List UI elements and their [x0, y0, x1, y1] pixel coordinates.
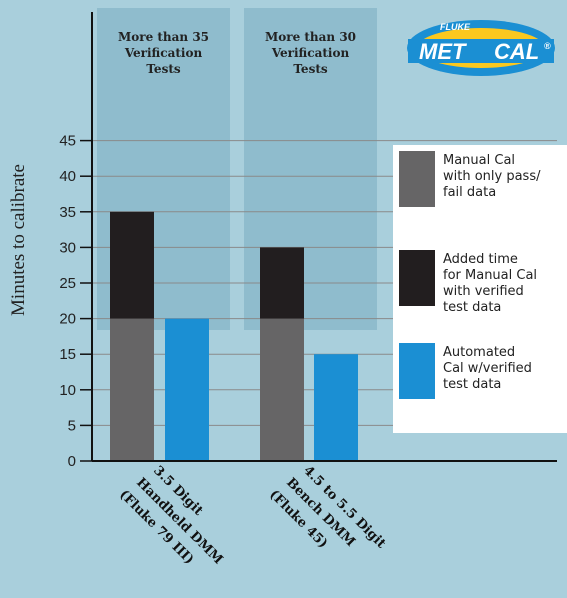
group-header-line: Verification — [271, 46, 350, 60]
group-header-line: Tests — [293, 62, 327, 76]
legend-swatch-automated — [399, 343, 435, 399]
legend-label-line: Cal w/verified — [443, 361, 532, 376]
legend-label-line: Manual Cal — [443, 153, 515, 168]
legend-label-line: with only pass/ — [443, 169, 541, 184]
y-tick-label: 35 — [59, 204, 76, 221]
logo-cal-text: CAL — [494, 39, 539, 64]
y-tick-label: 15 — [59, 346, 76, 363]
legend-label-line: with verified — [443, 284, 524, 299]
y-tick-label: 45 — [59, 133, 76, 150]
group-header-line: More than 35 — [118, 30, 209, 44]
y-tick-label: 0 — [68, 453, 76, 470]
legend-label-line: fail data — [443, 185, 496, 200]
bar-automated — [314, 354, 358, 461]
legend-label-line: test data — [443, 300, 501, 315]
legend-label-line: for Manual Cal — [443, 268, 537, 283]
bar-automated — [165, 319, 209, 461]
y-tick-label: 20 — [59, 311, 76, 328]
legend-swatch-added_verified — [399, 250, 435, 306]
y-tick-label: 30 — [59, 239, 76, 256]
legend-swatch-manual_pass_fail — [399, 151, 435, 207]
y-tick-label: 25 — [59, 275, 76, 292]
logo-met-text: MET — [419, 39, 467, 64]
bar-manual-pass-fail — [110, 319, 154, 461]
fluke-metcal-logo: FLUKE MET CAL ® — [407, 20, 555, 76]
y-tick-label: 40 — [59, 168, 76, 185]
y-tick-label: 5 — [68, 417, 76, 434]
logo-registered-mark: ® — [544, 41, 551, 51]
bar-added-verified — [110, 212, 154, 319]
bar-manual-pass-fail — [260, 319, 304, 461]
legend-label-line: test data — [443, 377, 501, 392]
bar-added-verified — [260, 247, 304, 318]
legend-label-line: Added time — [443, 252, 518, 267]
group-header-line: More than 30 — [265, 30, 356, 44]
y-tick-label: 10 — [59, 382, 76, 399]
legend-label-line: Automated — [443, 345, 515, 360]
group-header-line: Tests — [146, 62, 180, 76]
logo-fluke-text: FLUKE — [440, 22, 471, 32]
y-axis-title: Minutes to calibrate — [8, 164, 29, 316]
group-header-line: Verification — [124, 46, 203, 60]
